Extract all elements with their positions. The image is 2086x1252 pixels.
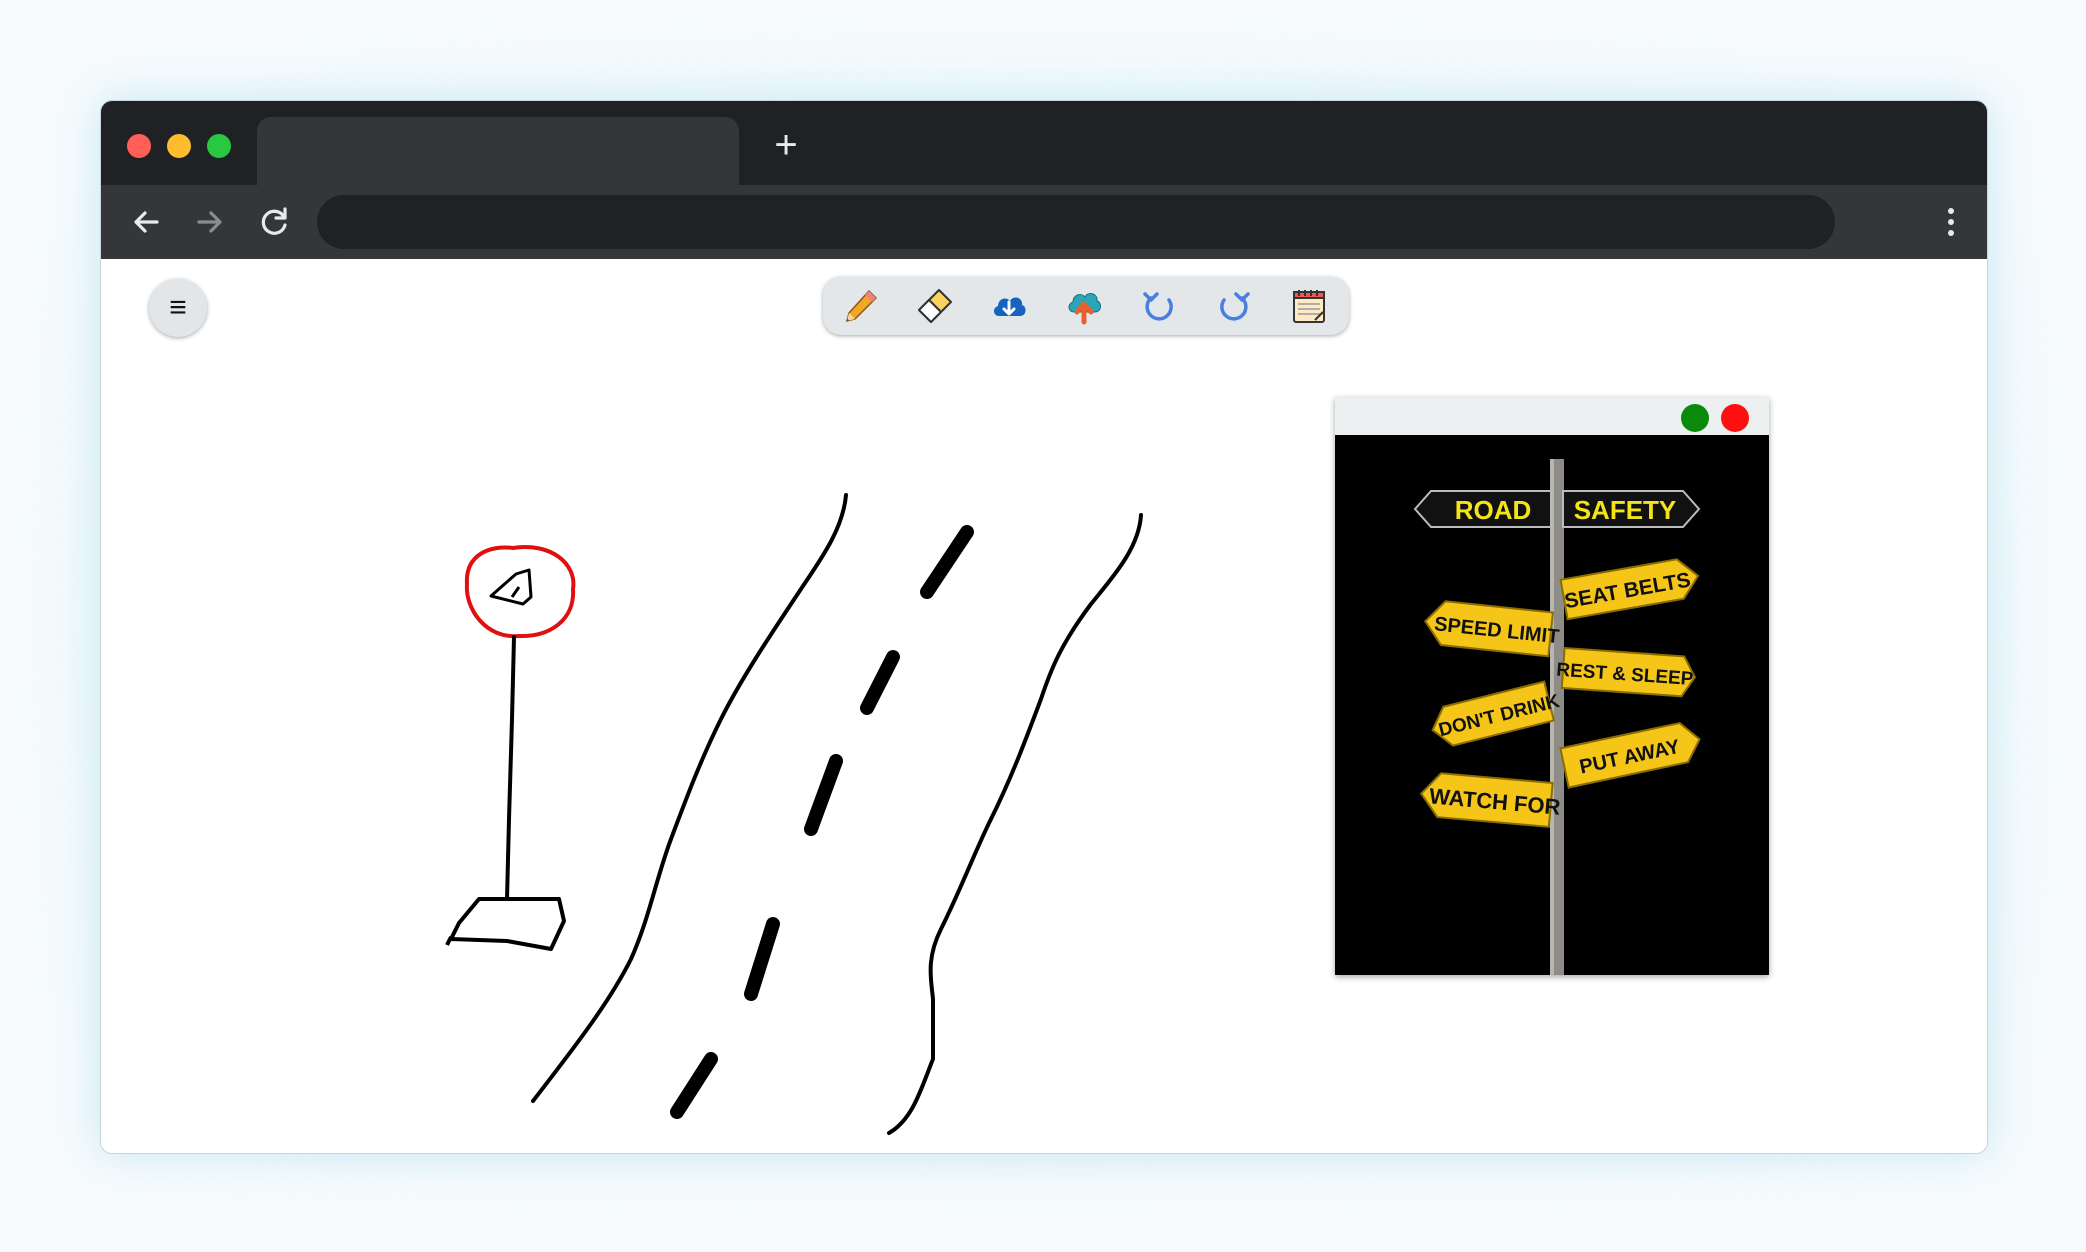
image-popup: ROAD SAFETY SEAT BELTS SPEED LIMIT — [1335, 397, 1769, 975]
maximize-window-button[interactable] — [207, 134, 231, 158]
arrow-right-icon — [197, 211, 222, 233]
sign-road-text: ROAD — [1455, 495, 1532, 525]
drawing-app: ≡ — [101, 259, 1987, 1153]
sign-seat-belts: SEAT BELTS — [1559, 558, 1700, 621]
download-cloud-icon — [993, 297, 1026, 316]
redo-icon — [1220, 292, 1250, 321]
popup-header[interactable] — [1335, 397, 1769, 435]
road-dash — [860, 650, 900, 715]
eraser-tool-button[interactable] — [915, 286, 955, 326]
popup-green-button[interactable] — [1681, 404, 1709, 432]
road-safety-image: ROAD SAFETY SEAT BELTS SPEED LIMIT — [1335, 435, 1769, 975]
address-bar[interactable] — [317, 195, 1835, 249]
back-button[interactable] — [125, 201, 167, 243]
title-bar: + — [101, 101, 1987, 185]
kebab-dot — [1948, 230, 1954, 236]
redo-tool-button[interactable] — [1214, 286, 1254, 326]
road-dash — [670, 1052, 718, 1119]
browser-window: + — [100, 100, 1988, 1154]
sign-safety-text: SAFETY — [1574, 495, 1677, 525]
sign-symbol — [489, 568, 533, 606]
close-window-button[interactable] — [127, 134, 151, 158]
popup-close-button[interactable] — [1721, 404, 1749, 432]
sign-base — [445, 897, 566, 951]
plus-icon: + — [774, 123, 798, 167]
road-right-edge — [887, 513, 1143, 1135]
new-tab-button[interactable]: + — [766, 125, 806, 165]
forward-button[interactable] — [189, 201, 231, 243]
browser-tab[interactable] — [257, 117, 739, 185]
notepad-icon — [1293, 290, 1325, 323]
arrow-left-icon — [134, 211, 159, 233]
upload-tool-button[interactable] — [1064, 286, 1104, 326]
reload-button[interactable] — [253, 201, 295, 243]
browser-menu-button[interactable] — [1941, 201, 1961, 243]
undo-icon — [1143, 292, 1173, 321]
upload-cloud-icon — [1068, 293, 1101, 325]
sign-pole — [505, 635, 516, 901]
minimize-window-button[interactable] — [167, 134, 191, 158]
sign-safety: SAFETY — [1562, 490, 1701, 528]
sign-road: ROAD — [1413, 490, 1552, 528]
menu-button[interactable]: ≡ — [149, 279, 207, 337]
reload-icon — [261, 207, 287, 235]
drawing-toolbar — [823, 277, 1349, 335]
pencil-icon — [845, 289, 878, 323]
kebab-dot — [1948, 219, 1954, 225]
road-left-edge — [531, 493, 848, 1103]
hamburger-icon: ≡ — [169, 291, 187, 324]
sign-rest-sleep: REST & SLEEP — [1556, 646, 1697, 698]
road-dash — [804, 754, 843, 836]
road-dash — [744, 917, 780, 1001]
road-dash — [920, 525, 974, 599]
download-tool-button[interactable] — [989, 286, 1029, 326]
drawing-canvas[interactable] — [101, 259, 1987, 1153]
sign-watch-for: WATCH FOR — [1419, 772, 1562, 828]
kebab-dot — [1948, 208, 1954, 214]
notepad-tool-button[interactable] — [1289, 286, 1329, 326]
sign-speed-limit: SPEED LIMIT — [1424, 600, 1560, 658]
pencil-tool-button[interactable] — [841, 286, 881, 326]
browser-toolbar — [101, 185, 1987, 259]
sign-circle — [464, 545, 576, 639]
eraser-icon — [918, 289, 952, 323]
undo-tool-button[interactable] — [1139, 286, 1179, 326]
